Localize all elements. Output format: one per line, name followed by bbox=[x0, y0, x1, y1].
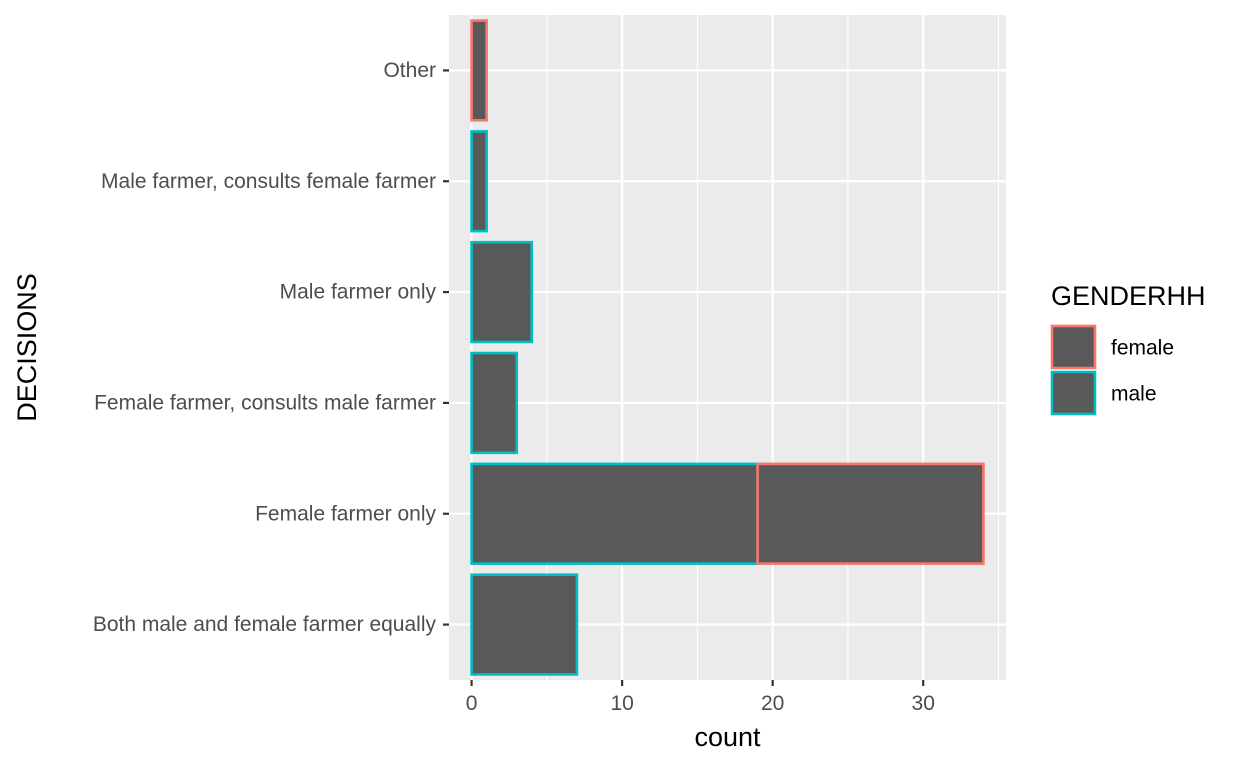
bar-male bbox=[470, 462, 759, 565]
bar-male bbox=[470, 130, 488, 233]
y-tick-label: Other bbox=[383, 59, 436, 82]
y-tick-label: Male farmer, consults female farmer bbox=[101, 170, 436, 193]
y-tick-label: Female farmer, consults male farmer bbox=[94, 391, 436, 414]
bar-male bbox=[470, 240, 534, 344]
x-tick-label: 0 bbox=[466, 692, 478, 715]
y-axis-title: DECISIONS bbox=[12, 273, 42, 422]
y-tick-label: Female farmer only bbox=[255, 502, 436, 525]
y-tick-label: Both male and female farmer equally bbox=[93, 613, 437, 636]
x-tick-label: 30 bbox=[912, 692, 935, 715]
legend: GENDERHH female male bbox=[1050, 281, 1206, 416]
legend-label-female: female bbox=[1111, 337, 1174, 360]
legend-key-male bbox=[1050, 370, 1097, 416]
bars bbox=[470, 19, 985, 676]
x-tick-label: 10 bbox=[610, 692, 633, 715]
bar-female bbox=[756, 462, 985, 565]
y-axis: Both male and female farmer equally Femal… bbox=[93, 59, 449, 636]
bar-female bbox=[470, 19, 488, 122]
legend-title: GENDERHH bbox=[1051, 281, 1206, 311]
bar-male bbox=[470, 573, 579, 676]
x-tick-label: 20 bbox=[761, 692, 784, 715]
legend-key-female bbox=[1050, 324, 1097, 370]
plot-panel bbox=[449, 15, 1006, 680]
x-axis: 0 10 20 30 bbox=[466, 680, 935, 715]
bar-male bbox=[470, 351, 519, 455]
y-tick-label: Male farmer only bbox=[280, 281, 437, 304]
legend-label-male: male bbox=[1111, 383, 1157, 406]
x-axis-title: count bbox=[694, 722, 761, 752]
